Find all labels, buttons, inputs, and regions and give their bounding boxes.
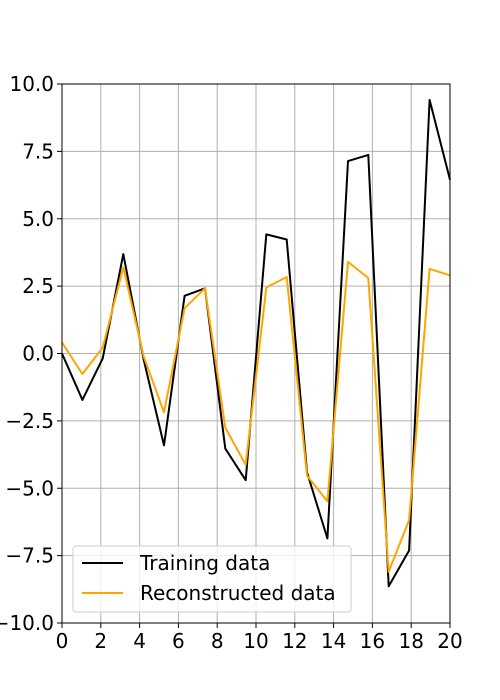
y-tick-label: 10.0: [9, 72, 54, 96]
legend: Training data Reconstructed data: [72, 545, 352, 613]
y-tick-label: −10.0: [0, 611, 54, 635]
y-tick-label: 5.0: [22, 207, 54, 231]
x-tick-label: 12: [282, 629, 307, 653]
x-tick-label: 20: [437, 629, 462, 653]
y-tick-label: 7.5: [22, 139, 54, 163]
series-line-reconstructed: [61, 260, 451, 573]
y-tick-label: 2.5: [22, 274, 54, 298]
legend-box: [72, 545, 352, 613]
x-tick-label: 14: [321, 629, 346, 653]
series-lines: [61, 98, 451, 588]
x-tick-label: 2: [94, 629, 107, 653]
y-tick-label: −5.0: [5, 476, 54, 500]
x-tick-label: 10: [243, 629, 268, 653]
axis-ticks: 0 2 4 6 8 10 12 14 16 18 20 −10.0 −7.5 −5.0 −2.5 0.0 2.5…: [0, 72, 463, 653]
legend-label: Reconstructed data: [140, 581, 336, 605]
x-tick-label: 0: [56, 629, 69, 653]
y-tick-label: 0.0: [22, 342, 54, 366]
x-tick-label: 18: [398, 629, 423, 653]
y-tick-label: −7.5: [5, 544, 54, 568]
legend-label: Training data: [139, 551, 270, 575]
x-tick-label: 4: [133, 629, 146, 653]
y-tick-label: −2.5: [5, 409, 54, 433]
x-tick-label: 8: [211, 629, 224, 653]
x-tick-label: 16: [360, 629, 385, 653]
x-tick-label: 6: [172, 629, 185, 653]
